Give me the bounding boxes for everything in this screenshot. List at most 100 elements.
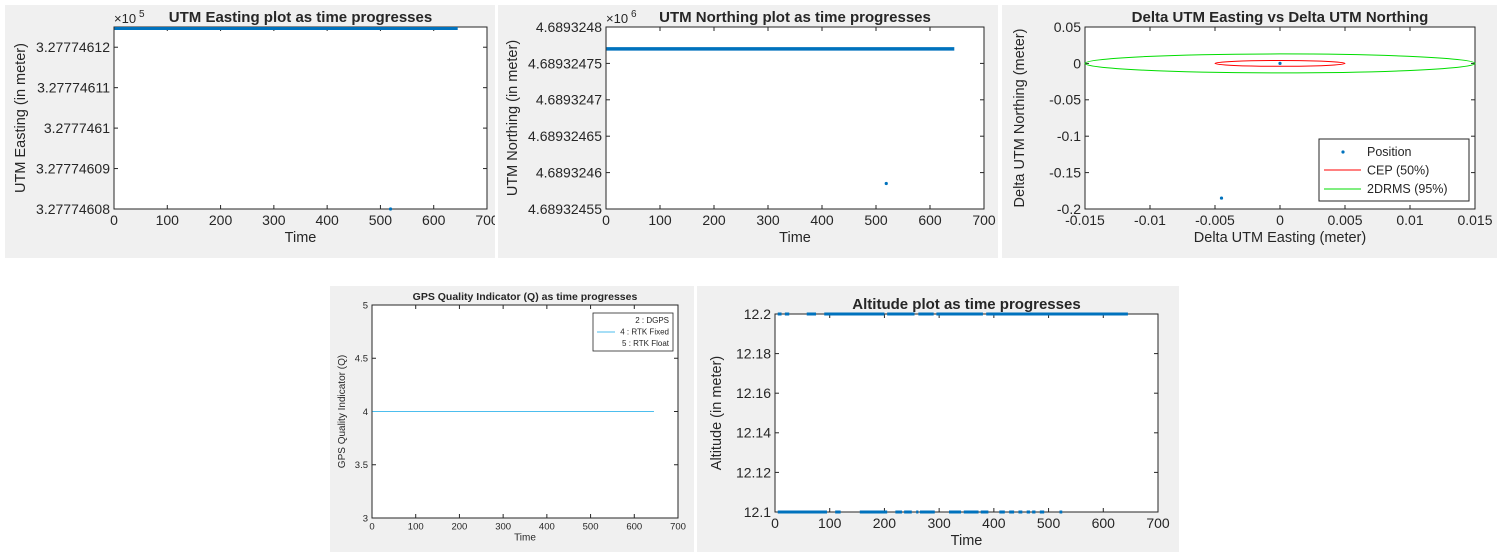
delta-xtick-label: -0.005 xyxy=(1195,212,1235,228)
quality-chart: 0 100 200 300 400 500 600 700 3 3.5 4 4.5 5 GPS Quali… xyxy=(337,291,686,543)
altitude-xtick-label: 700 xyxy=(1146,515,1170,531)
altitude-xtick-label: 100 xyxy=(818,515,842,531)
northing-plot-area xyxy=(605,26,985,210)
quality-ylabel: GPS Quality Indicator (Q) xyxy=(337,355,348,468)
quality-legend-label: 5 : RTK Float xyxy=(622,339,670,348)
easting-xtick-label: 500 xyxy=(369,212,393,228)
easting-exponent-label: ×10 xyxy=(114,11,136,26)
delta-ytick-label: -0.2 xyxy=(1057,201,1081,217)
altitude-ylabel: Altitude (in meter) xyxy=(709,356,725,470)
easting-xtick-label: 100 xyxy=(156,212,180,228)
easting-xtick-label: 600 xyxy=(422,212,446,228)
quality-xlabel: Time xyxy=(514,532,536,543)
delta-chart: -0.015 -0.01 -0.005 0 0.005 0.01 0.015 0.05 0 -0.… xyxy=(1012,9,1493,246)
northing-ytick-label: 4.6893246 xyxy=(536,165,602,181)
quality-xtick-label: 300 xyxy=(495,522,511,533)
quality-xtick-label: 700 xyxy=(670,522,686,533)
quality-title: GPS Quality Indicator (Q) as time progre… xyxy=(413,291,638,303)
delta-ylabel: Delta UTM Northing (meter) xyxy=(1012,29,1028,208)
delta-ytick-label: -0.05 xyxy=(1049,92,1081,108)
quality-legend-label: 2 : DGPS xyxy=(635,316,669,325)
altitude-xtick-label: 200 xyxy=(873,515,897,531)
northing-exponent-label: ×10 xyxy=(606,11,628,26)
quality-xtick-label: 400 xyxy=(539,522,555,533)
delta-xtick-label: 0.015 xyxy=(1457,212,1492,228)
northing-chart: 0 100 200 300 400 500 600 700 4.68932455 4.689324… xyxy=(505,9,996,246)
quality-xtick-label: 500 xyxy=(583,522,599,533)
delta-xtick-label: 0.01 xyxy=(1396,212,1423,228)
delta-legend-position-marker xyxy=(1341,150,1345,154)
altitude-ytick-label: 12.12 xyxy=(736,464,771,480)
altitude-ytick-label: 12.1 xyxy=(744,504,771,520)
altitude-ytick-label: 12.16 xyxy=(736,385,771,401)
quality-xtick-label: 100 xyxy=(408,522,424,533)
northing-xtick-label: 200 xyxy=(702,212,726,228)
easting-xtick-label: 0 xyxy=(110,212,118,228)
delta-ytick-label: 0.05 xyxy=(1054,19,1081,35)
altitude-xtick-label: 600 xyxy=(1092,515,1116,531)
delta-legend-label: CEP (50%) xyxy=(1367,164,1429,178)
altitude-chart: 0 100 200 300 400 500 600 700 12.1 12.12 12.14 12.1… xyxy=(709,296,1170,549)
quality-legend-label: 4 : RTK Fixed xyxy=(620,328,669,337)
panel-quality: 0 100 200 300 400 500 600 700 3 3.5 4 4.5 5 GPS Quali… xyxy=(330,286,694,552)
northing-xtick-label: 300 xyxy=(756,212,780,228)
delta-legend-label: Position xyxy=(1367,145,1412,159)
northing-xtick-label: 0 xyxy=(602,212,610,228)
northing-xtick-label: 500 xyxy=(864,212,888,228)
quality-ytick-label: 3.5 xyxy=(355,460,368,471)
easting-ytick-label: 3.27774611 xyxy=(37,80,110,96)
delta-ytick-label: -0.1 xyxy=(1057,128,1081,144)
altitude-ytick-label: 12.2 xyxy=(744,306,771,322)
easting-plot-area xyxy=(113,26,488,210)
altitude-plot-area xyxy=(774,313,1159,513)
delta-2drms-ellipse xyxy=(1084,53,1476,74)
delta-position-point xyxy=(1278,61,1282,65)
easting-ytick-label: 3.27774612 xyxy=(36,39,110,55)
easting-xtick-label: 200 xyxy=(209,212,233,228)
northing-ytick-label: 4.68932475 xyxy=(528,55,602,71)
delta-position-point xyxy=(1219,196,1224,200)
easting-xtick-label: 300 xyxy=(262,212,286,228)
easting-xlabel: Time xyxy=(285,230,317,246)
panel-delta: -0.015 -0.01 -0.005 0 0.005 0.01 0.015 0.05 0 -0.… xyxy=(1002,5,1497,258)
easting-ytick-label: 3.2777461 xyxy=(44,120,110,136)
northing-ytick-label: 4.68932455 xyxy=(528,201,602,217)
delta-xtick-label: -0.01 xyxy=(1134,212,1166,228)
altitude-xtick-label: 500 xyxy=(1037,515,1061,531)
easting-ylabel: UTM Easting (in meter) xyxy=(13,43,29,193)
delta-cep-ellipse xyxy=(1214,59,1346,67)
panel-altitude: 0 100 200 300 400 500 600 700 12.1 12.12 12.14 12.1… xyxy=(697,286,1179,552)
altitude-ytick-label: 12.18 xyxy=(736,346,771,362)
quality-ytick-label: 3 xyxy=(363,513,368,524)
altitude-xtick-label: 300 xyxy=(927,515,951,531)
delta-xlabel: Delta UTM Easting (meter) xyxy=(1194,230,1366,246)
panel-easting: 0 100 200 300 400 500 600 700 3.27774608 3.277746… xyxy=(5,5,495,258)
northing-exponent-power: 6 xyxy=(631,9,637,20)
easting-exponent-power: 5 xyxy=(139,9,145,20)
easting-title: UTM Easting plot as time progresses xyxy=(169,9,432,26)
delta-xtick-label: 0 xyxy=(1276,212,1284,228)
northing-xtick-label: 700 xyxy=(972,212,996,228)
northing-title: UTM Northing plot as time progresses xyxy=(659,9,931,26)
quality-xtick-label: 600 xyxy=(626,522,642,533)
delta-ytick-label: -0.15 xyxy=(1049,165,1081,181)
altitude-xlabel: Time xyxy=(951,533,983,549)
northing-xtick-label: 400 xyxy=(810,212,834,228)
altitude-xtick-label: 400 xyxy=(982,515,1006,531)
easting-ytick-label: 3.27774609 xyxy=(36,160,110,176)
quality-xtick-label: 200 xyxy=(451,522,467,533)
delta-xtick-label: -0.015 xyxy=(1065,212,1105,228)
altitude-title: Altitude plot as time progresses xyxy=(852,296,1080,313)
easting-ytick-label: 3.27774608 xyxy=(36,201,110,217)
delta-legend-label: 2DRMS (95%) xyxy=(1367,182,1448,196)
northing-data-point xyxy=(884,181,888,186)
northing-ytick-label: 4.6893247 xyxy=(536,92,602,108)
northing-xtick-label: 100 xyxy=(648,212,672,228)
altitude-ytick-label: 12.14 xyxy=(736,425,771,441)
easting-xtick-label: 400 xyxy=(315,212,339,228)
easting-xtick-label: 700 xyxy=(475,212,495,228)
northing-ylabel: UTM Northing (in meter) xyxy=(505,40,521,196)
quality-ytick-label: 4 xyxy=(363,407,368,418)
delta-title: Delta UTM Easting vs Delta UTM Northing xyxy=(1132,9,1429,26)
altitude-xtick-label: 0 xyxy=(771,515,779,531)
